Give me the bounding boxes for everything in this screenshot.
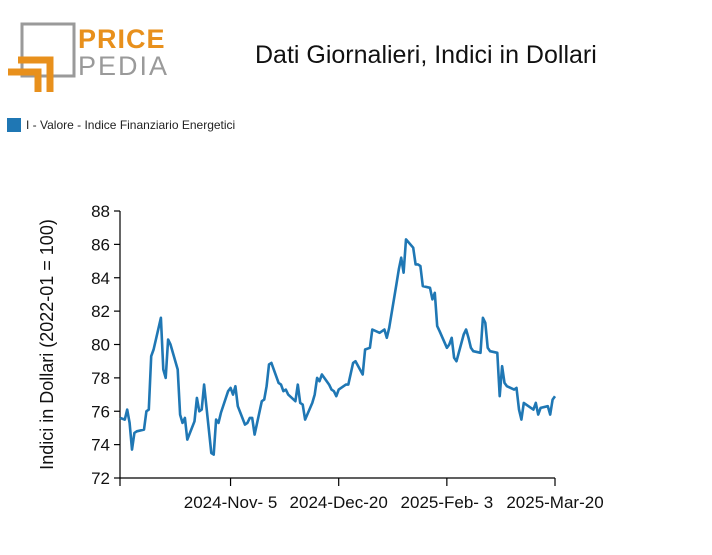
y-tick-label: 72 <box>91 469 110 488</box>
y-axis-title: Indici in Dollari (2022-01 = 100) <box>37 219 57 470</box>
chart-title: Dati Giornalieri, Indici in Dollari <box>255 41 597 69</box>
y-tick-label: 84 <box>91 269 110 288</box>
y-tick-label: 88 <box>91 202 110 221</box>
x-tick-label: 2025-Feb- 3 <box>401 493 494 512</box>
x-tick-label: 2025-Mar-20 <box>506 493 603 512</box>
x-tick-label: 2024-Nov- 5 <box>184 493 278 512</box>
series-group <box>119 238 557 456</box>
logo-text-price: PRICE <box>78 24 166 54</box>
series-line <box>119 238 557 456</box>
legend-label: I - Valore - Indice Finanziario Energeti… <box>26 118 236 132</box>
y-axis: 72 74 76 78 80 82 84 86 88 <box>91 202 121 488</box>
y-tick-label: 86 <box>91 235 110 254</box>
y-tick-label: 80 <box>91 336 110 355</box>
x-tick-label: 2024-Dec-20 <box>290 493 388 512</box>
logo-mark-icon <box>8 22 76 92</box>
pricepedia-logo <box>8 22 168 92</box>
y-tick-label: 76 <box>91 402 110 421</box>
logo-text-pedia: PEDIA <box>78 51 170 81</box>
y-tick-label: 74 <box>91 436 110 455</box>
y-tick-label: 78 <box>91 369 110 388</box>
legend-swatch <box>7 118 21 132</box>
chart-legend: I - Valore - Indice Finanziario Energeti… <box>7 118 235 132</box>
x-axis: 2024-Nov- 5 2024-Dec-20 2025-Feb- 3 2025-Ma… <box>119 477 604 512</box>
y-tick-label: 82 <box>91 302 110 321</box>
